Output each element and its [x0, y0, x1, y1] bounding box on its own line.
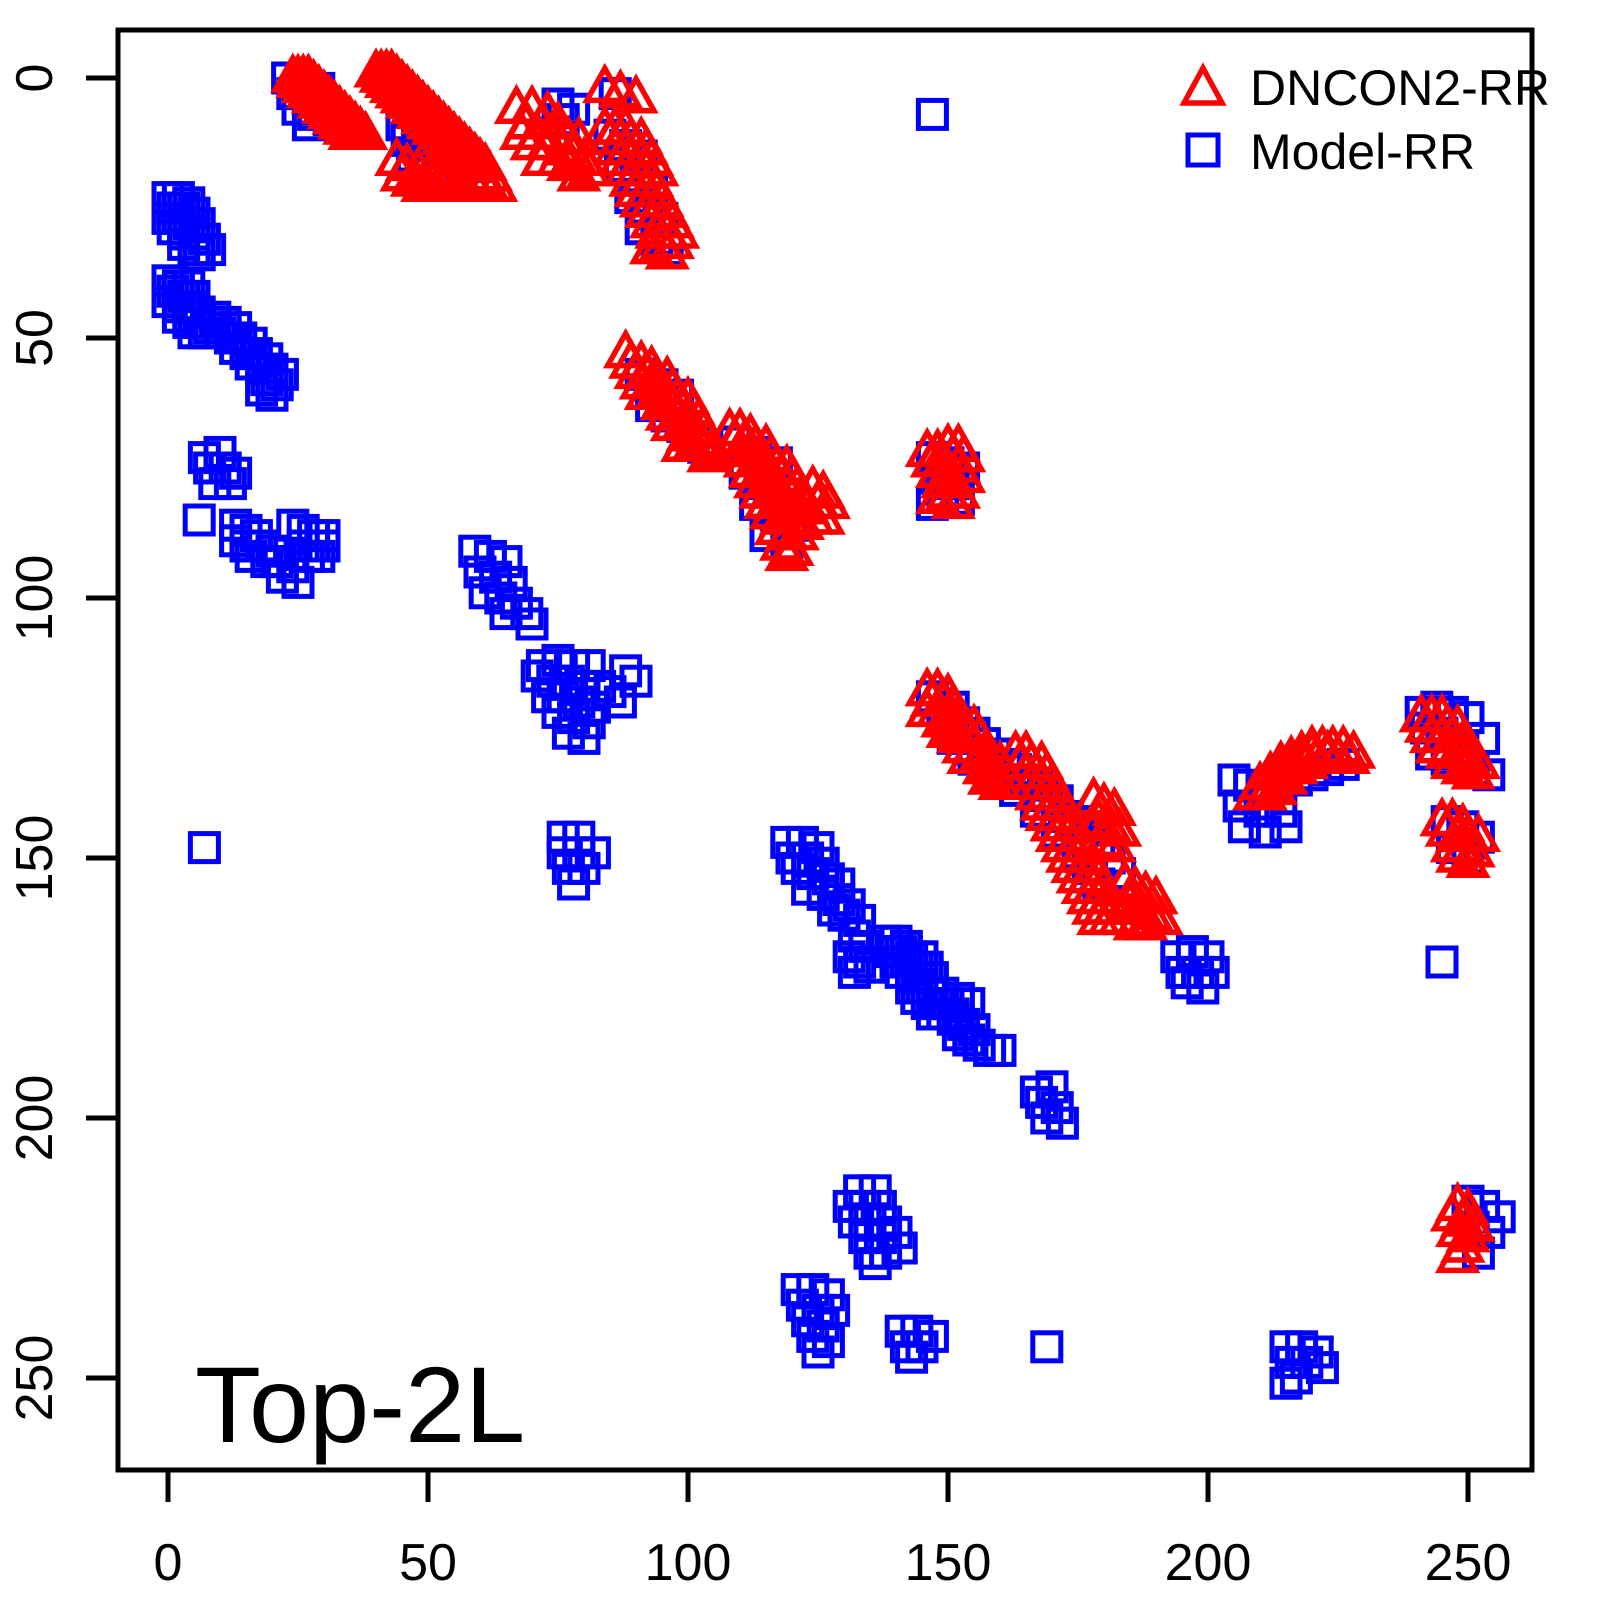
scatter-point-model-rr	[187, 831, 221, 865]
scatter-point-dncon2-rr	[613, 73, 659, 114]
scatter-point-model-rr	[895, 1340, 929, 1374]
scatter-point-model-rr	[837, 955, 871, 989]
y-tick-label: 150	[6, 815, 64, 902]
scatter-point-model-rr	[213, 467, 247, 501]
scatter-point-model-rr	[219, 456, 253, 490]
scatter-point-dncon2-rr	[1122, 899, 1169, 941]
y-tick-label: 100	[6, 555, 64, 642]
scatter-point-dncon2-rr	[1455, 811, 1502, 852]
legend: DNCON2-RR Model-RR	[1179, 60, 1550, 180]
scatter-point-model-rr	[609, 654, 643, 688]
scatter-point-dncon2-rr	[379, 151, 425, 192]
scatter-point-model-rr	[983, 1033, 1017, 1067]
scatter-point-dncon2-rr	[1117, 884, 1164, 925]
x-tick-label: 100	[645, 1534, 732, 1592]
y-tick-label: 200	[6, 1075, 64, 1162]
scatter-point-model-rr	[245, 373, 279, 407]
scatter-point-dncon2-rr	[764, 530, 810, 572]
scatter-point-model-rr	[182, 503, 216, 537]
legend-label-model-rr: Model-RR	[1250, 124, 1475, 180]
scatter-point-model-rr	[182, 238, 216, 272]
scatter-point-dncon2-rr	[1330, 728, 1377, 769]
scatter-point-model-rr	[510, 597, 544, 631]
scatter-point-dncon2-rr	[1081, 816, 1127, 858]
x-tick-label: 50	[399, 1534, 457, 1592]
scatter-point-dncon2-rr	[1429, 738, 1476, 780]
y-tick-label: 250	[6, 1335, 64, 1422]
scatter-point-dncon2-rr	[1429, 712, 1476, 754]
scatter-point-dncon2-rr	[1434, 832, 1481, 873]
scatter-point-model-rr	[905, 1330, 939, 1364]
y-tick-label: 0	[6, 64, 64, 93]
scatter-point-model-rr	[1248, 815, 1282, 849]
y-tick-label: 50	[6, 309, 64, 367]
scatter-point-model-rr	[1045, 1106, 1079, 1140]
x-tick-label: 250	[1425, 1534, 1512, 1592]
scatter-point-dncon2-rr	[1429, 1191, 1476, 1232]
scatter-point-model-rr	[1279, 1361, 1313, 1395]
axes-ticks: 0 50 100 150 200 250 0 50 100 150 200 250	[6, 64, 1511, 1592]
scatter-point-model-rr	[1186, 971, 1220, 1005]
scatter-point-dncon2-rr	[1440, 743, 1486, 785]
scatter-point-model-rr	[567, 721, 601, 755]
scatter-point-dncon2-rr	[753, 504, 800, 546]
scatter-point-model-rr	[1269, 810, 1303, 844]
scatter-point-dncon2-rr	[660, 421, 706, 462]
scatter-point-dncon2-rr	[1096, 806, 1143, 847]
scatter-point-model-rr	[858, 1247, 892, 1281]
scatter-point-model-rr	[941, 1018, 975, 1052]
scatter-point-model-rr	[952, 1023, 986, 1057]
plot-box	[115, 27, 1535, 1473]
scatter-point-dncon2-rr	[748, 489, 794, 530]
scatter-point-dncon2-rr	[644, 229, 690, 270]
scatter-point-model-rr	[801, 1335, 835, 1369]
scatter-point-dncon2-rr	[966, 754, 1013, 795]
scatter-point-dncon2-rr	[374, 135, 420, 176]
scatter-point-model-rr	[1030, 1330, 1064, 1364]
scatter-point-dncon2-rr	[1450, 749, 1496, 790]
scatter-point-dncon2-rr	[1434, 1232, 1481, 1274]
scatter-point-dncon2-rr	[342, 109, 389, 150]
scatter-point-dncon2-rr	[509, 119, 555, 161]
scatter-point-dncon2-rr	[925, 707, 971, 748]
scatter-point-model-rr	[1227, 810, 1261, 844]
scatter-point-model-rr	[276, 508, 310, 542]
scatter-point-model-rr	[843, 945, 877, 979]
legend-triangle-icon	[1179, 62, 1227, 106]
scatter-point-model-rr	[302, 539, 336, 573]
plot-title: Top-2L	[195, 1344, 525, 1465]
scatter-point-dncon2-rr	[1091, 821, 1138, 863]
scatter-point-model-rr	[193, 233, 227, 267]
scatter-point-model-rr	[915, 97, 949, 131]
scatter-point-dncon2-rr	[556, 151, 602, 192]
legend-square-icon	[1185, 132, 1221, 168]
legend-label-dncon2-rr: DNCON2-RR	[1250, 60, 1550, 116]
scatter-point-model-rr	[1425, 945, 1459, 979]
scatter-point-model-rr	[962, 1028, 996, 1062]
scatter-point-model-rr	[557, 867, 591, 901]
scatter-point-model-rr	[1269, 1366, 1303, 1400]
scatter-point-dncon2-rr	[498, 109, 545, 150]
scatter-point-model-rr	[515, 607, 549, 641]
scatter-points	[151, 47, 1516, 1400]
x-tick-label: 0	[154, 1534, 183, 1592]
scatter-point-dncon2-rr	[1424, 806, 1470, 847]
scatter-point-dncon2-rr	[1414, 723, 1460, 764]
scatter-point-dncon2-rr	[566, 145, 612, 187]
scatter-point-model-rr	[255, 378, 289, 412]
x-tick-label: 150	[905, 1534, 992, 1592]
scatter-point-dncon2-rr	[1434, 1206, 1481, 1248]
scatter-point-dncon2-rr	[1445, 837, 1491, 878]
scatter-point-dncon2-rr	[800, 494, 846, 535]
scatter-point-dncon2-rr	[472, 161, 519, 202]
scatter-point-dncon2-rr	[805, 478, 852, 520]
scatter-point-dncon2-rr	[940, 452, 987, 494]
x-tick-label: 200	[1165, 1534, 1252, 1592]
scatter-point-model-rr	[603, 685, 637, 719]
scatter-point-model-rr	[811, 1325, 845, 1359]
scatter-point-dncon2-rr	[930, 478, 976, 520]
